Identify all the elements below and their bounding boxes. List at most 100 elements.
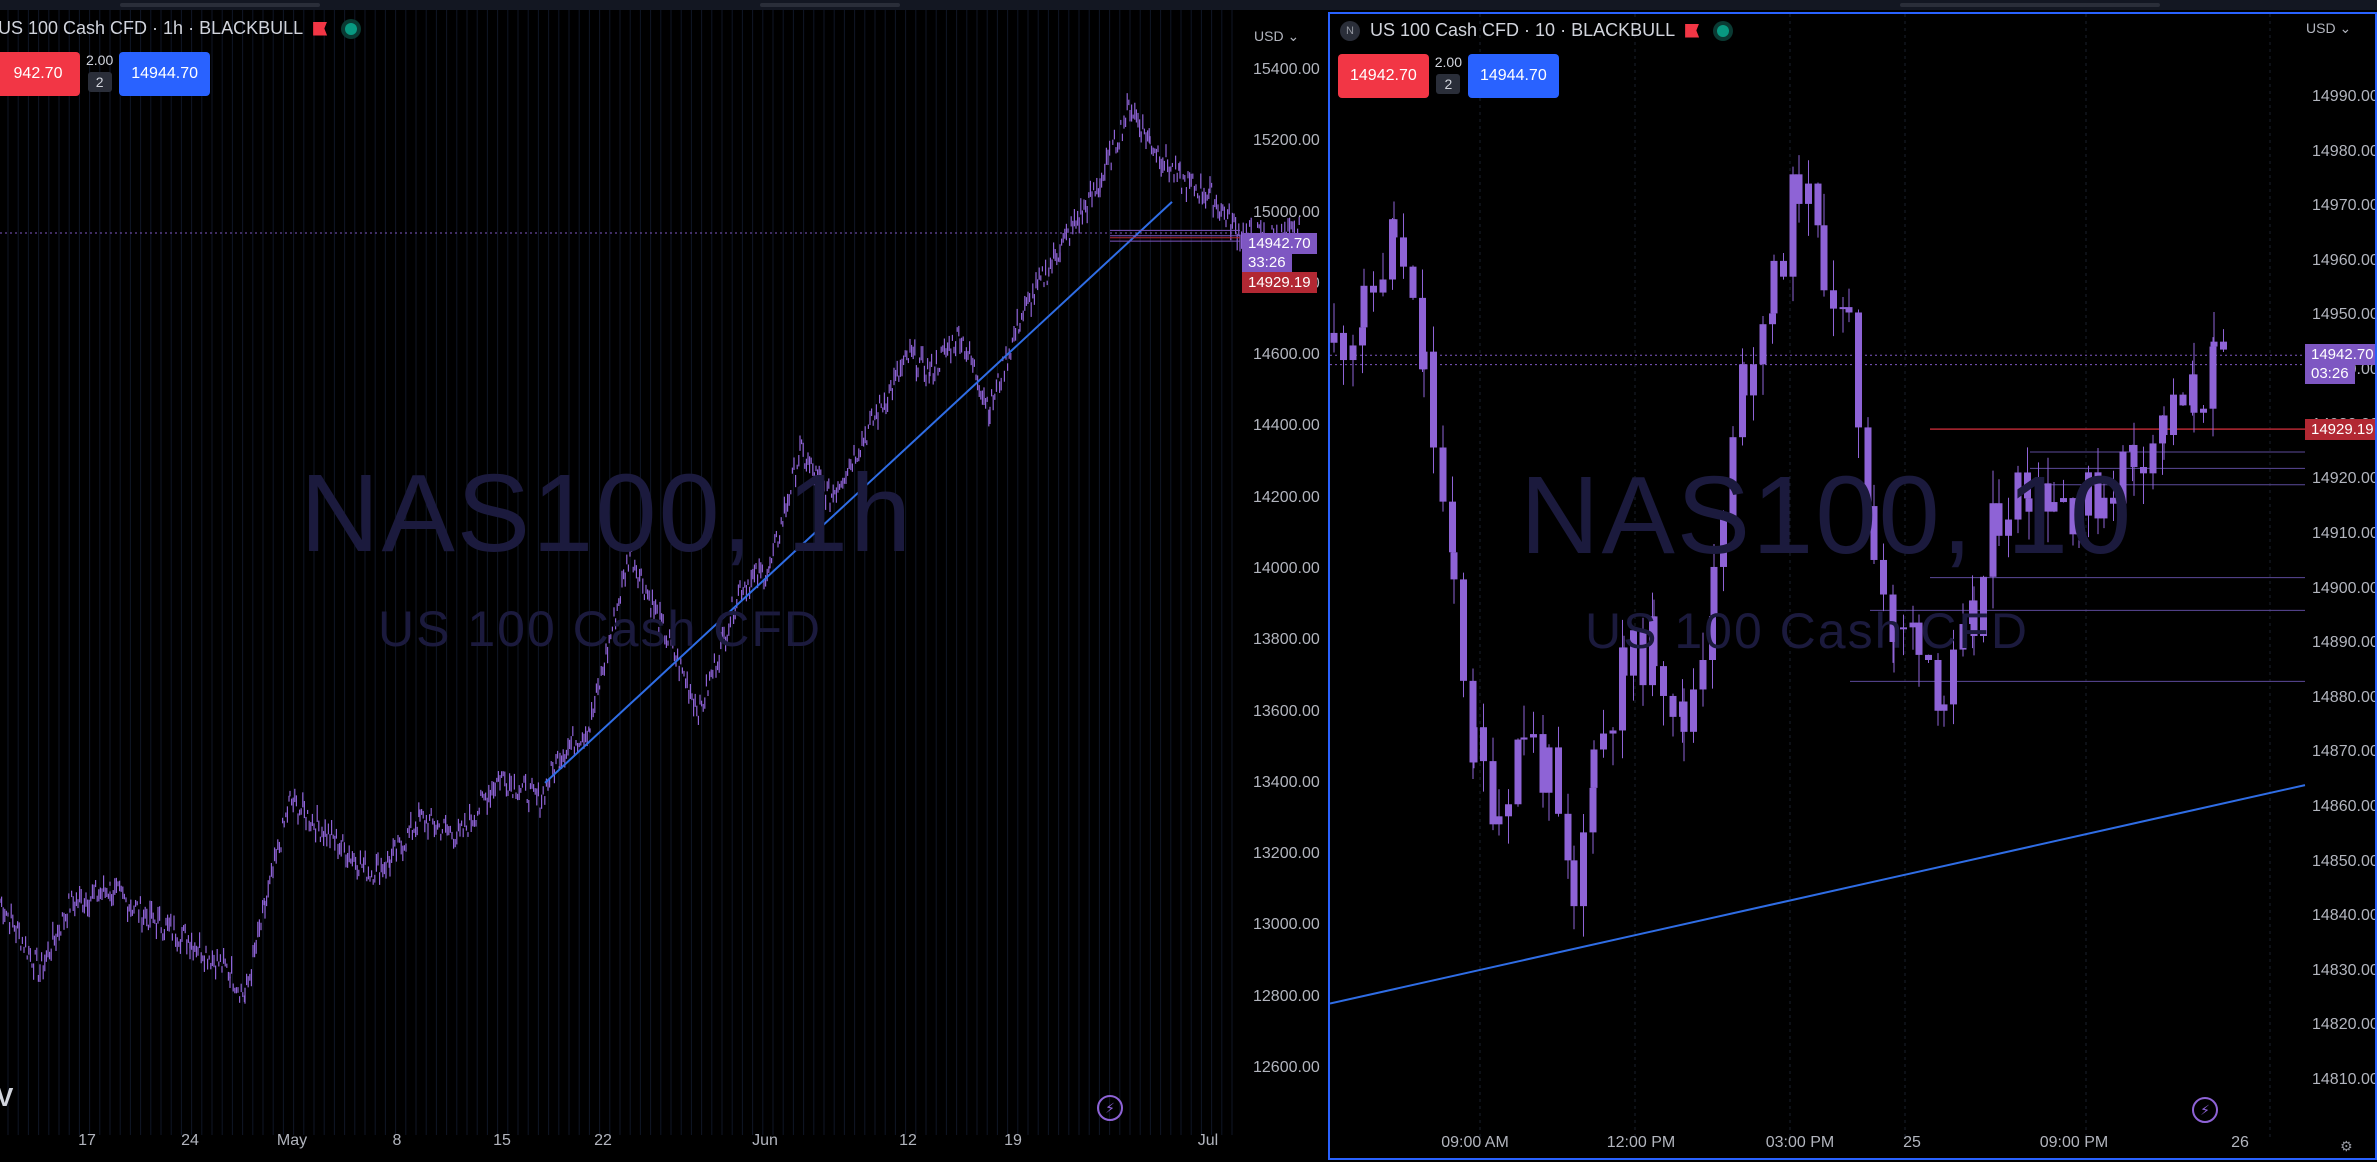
chart-canvas-10m[interactable]	[1330, 14, 2375, 1158]
chart-legend[interactable]: US 100 Cash CFD · 1h · BLACKBULL	[0, 18, 358, 39]
time-tick-label: 12:00 PM	[1606, 1134, 1676, 1151]
candle-body	[1934, 659, 1942, 711]
buy-button[interactable]: 14944.70	[119, 52, 210, 96]
candle-body	[2209, 346, 2217, 409]
time-tick-label: 03:00 PM	[1765, 1134, 1835, 1151]
bar-countdown-tag: 03:26	[2305, 363, 2355, 384]
price-tick-label: 14890.00	[2312, 634, 2377, 652]
time-tick-label: 15	[493, 1132, 511, 1149]
trading-panel[interactable]: 942.70 2.00 2 14944.70	[0, 52, 210, 96]
tab-strip-segment	[1900, 3, 2160, 7]
buy-button[interactable]: 14944.70	[1467, 54, 1559, 98]
price-tick-label: 14600.00	[1253, 346, 1320, 364]
time-tick-label: 22	[594, 1132, 612, 1149]
chart-pane-10m[interactable]: NAS100, 10 US 100 Cash CFD N US 100 Cash…	[1328, 12, 2377, 1160]
price-tick-label: 14400.00	[1253, 417, 1320, 435]
candle-body	[1555, 747, 1562, 814]
price-tick-label: 14980.00	[2312, 142, 2377, 160]
time-tick-label: 26	[2231, 1134, 2249, 1151]
candle-body	[1855, 312, 1862, 428]
candle-body	[2024, 472, 2031, 499]
candle-body	[2170, 394, 2177, 436]
chart-legend[interactable]: N US 100 Cash CFD · 10 · BLACKBULL	[1340, 20, 1730, 41]
quantity-value[interactable]: 2	[1436, 74, 1461, 94]
candle-body	[1370, 285, 1377, 293]
candle-body	[1495, 816, 1503, 825]
symbol-title[interactable]: US 100 Cash CFD · 10 · BLACKBULL	[1370, 20, 1676, 40]
flag-icon[interactable]	[1685, 23, 1700, 38]
candle-body	[1360, 285, 1368, 328]
price-tick-label: 15200.00	[1253, 132, 1320, 150]
candle-body	[2179, 394, 2187, 406]
candle-body	[1720, 517, 1727, 567]
candle-body	[2220, 341, 2227, 350]
symbol-title[interactable]: US 100 Cash CFD · 1h · BLACKBULL	[0, 18, 304, 38]
candle-body	[2130, 444, 2138, 468]
candle-body	[1669, 695, 1677, 717]
currency-selector[interactable]: USD ⌄	[1254, 28, 1299, 45]
candle-body	[1989, 503, 1997, 577]
candle-body	[1970, 600, 1978, 637]
candle-body	[1980, 576, 1987, 637]
candle-body	[1449, 501, 1456, 553]
candle-body	[1959, 624, 1967, 650]
candle-body	[1450, 552, 1458, 580]
candle-body	[2200, 408, 2207, 413]
time-tick-label: 09:00 PM	[2039, 1134, 2109, 1151]
candle-body	[1845, 307, 1853, 313]
status-dot-icon	[345, 22, 358, 35]
flag-icon[interactable]	[313, 21, 328, 36]
candle-body	[1539, 734, 1547, 793]
candle-body	[1460, 579, 1467, 681]
gear-icon[interactable]: ⚙	[2340, 1138, 2353, 1154]
time-tick-label: 24	[181, 1132, 199, 1149]
candle-body	[1545, 747, 1553, 793]
chart-canvas-1h[interactable]	[0, 10, 1325, 1160]
sell-button[interactable]: 14942.70	[1338, 54, 1429, 98]
candle-body	[2149, 443, 2157, 474]
time-tick-label: Jun	[752, 1132, 778, 1149]
quantity-value[interactable]: 2	[87, 72, 112, 92]
candle-body	[1359, 327, 1366, 346]
candle-body	[2060, 498, 2067, 503]
price-tick-label: 14990.00	[2312, 88, 2377, 105]
price-tick-label: 12600.00	[1253, 1059, 1320, 1076]
candle-body	[1880, 559, 1887, 595]
chart-pane-1h[interactable]: NAS100, 1h US 100 Cash CFD US 100 Cash C…	[0, 10, 1325, 1160]
currency-selector[interactable]: USD ⌄	[2306, 20, 2351, 37]
currency-label: USD	[2306, 20, 2336, 36]
candle-body	[1710, 566, 1718, 617]
candle-body	[1830, 290, 1837, 309]
price-tick-label: 14830.00	[2312, 961, 2377, 979]
price-tick-label: 13200.00	[1253, 845, 1320, 863]
candle-body	[1489, 761, 1497, 825]
spread-value: 2.00	[1434, 54, 1462, 70]
candle-body	[1570, 860, 1578, 907]
candle-body	[1864, 427, 1872, 507]
last-price-tag: 14942.70	[1242, 233, 1317, 254]
sell-button[interactable]: 942.70	[0, 52, 80, 96]
window-top-strip	[0, 0, 2377, 10]
price-tick-label: 14920.00	[2312, 470, 2377, 488]
lightning-icon[interactable]: ⚡	[1097, 1095, 1123, 1121]
candle-body	[1759, 324, 1767, 365]
candle-body	[1814, 183, 1822, 226]
candle-body	[1769, 313, 1776, 325]
lightning-icon[interactable]: ⚡	[2192, 1097, 2218, 1123]
candle-body	[1915, 622, 1923, 655]
candle-body	[1780, 260, 1787, 277]
trading-panel[interactable]: 14942.70 2.00 2 14944.70	[1338, 54, 1559, 98]
candle-body	[1620, 647, 1628, 676]
candle-body	[1520, 737, 1528, 740]
candle-body	[1609, 730, 1617, 734]
tradingview-logo[interactable]: V	[0, 1082, 14, 1112]
candle-body	[1480, 727, 1487, 762]
chevron-down-icon: ⌄	[2339, 20, 2352, 36]
tab-strip-segment	[760, 3, 900, 7]
candle-body	[1680, 701, 1688, 732]
candle-body	[1820, 225, 1828, 291]
candle-body	[2005, 519, 2012, 536]
candle-body	[2160, 415, 2168, 436]
candle-body	[1870, 506, 1878, 560]
candle-body	[1470, 727, 1478, 763]
